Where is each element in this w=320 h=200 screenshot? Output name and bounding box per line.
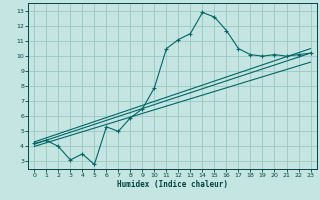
X-axis label: Humidex (Indice chaleur): Humidex (Indice chaleur) [117, 180, 228, 189]
